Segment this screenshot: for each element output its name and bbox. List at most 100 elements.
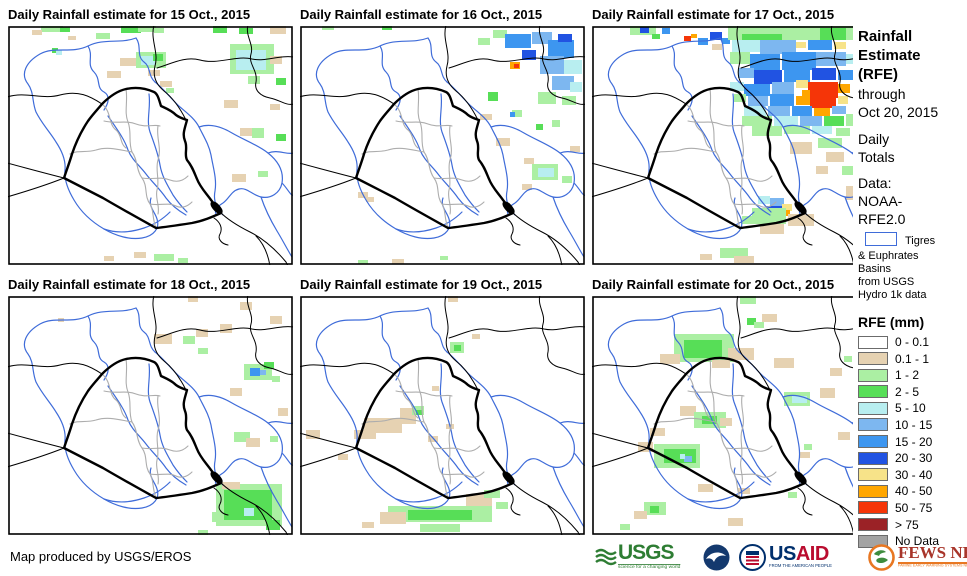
rainfall-cell <box>250 368 260 376</box>
noaa-seal-icon <box>703 544 730 570</box>
rainfall-cell <box>702 416 717 424</box>
rainfall-cell <box>104 256 114 261</box>
rainfall-cell <box>700 254 712 260</box>
legend-entry: 15 - 20 <box>858 435 939 449</box>
sidebar-period-line: Daily <box>858 131 890 147</box>
rainfall-cell <box>804 444 812 450</box>
rainfall-cell <box>480 114 492 120</box>
rainfall-cell <box>844 356 852 362</box>
rainfall-cell <box>816 52 846 66</box>
usaid-wordmark-us: US <box>769 542 796 565</box>
rainfall-cell <box>366 197 374 202</box>
rainfall-cell <box>742 116 772 126</box>
rainfall-cell <box>338 454 348 460</box>
legend-label: 40 - 50 <box>895 484 933 499</box>
legend-color-swatch <box>858 368 888 382</box>
panel-title: Daily Rainfall estimate for 20 Oct., 201… <box>592 277 835 292</box>
legend-entry: > 75 <box>858 518 939 532</box>
rainfall-cell <box>662 28 670 34</box>
sidebar-source-line: RFE2.0 <box>858 211 906 227</box>
rainfall-cell <box>750 54 780 70</box>
rainfall-cell <box>260 370 266 375</box>
rainfall-cell <box>722 38 730 44</box>
rainfall-cell <box>760 40 796 54</box>
rainfall-cell <box>796 42 806 48</box>
rainfall-cell <box>154 254 174 261</box>
usaid-seal-icon <box>739 543 767 571</box>
rainfall-cell <box>138 26 156 32</box>
rainfall-cell <box>634 511 647 519</box>
rainfall-cell <box>538 168 554 177</box>
rainfall-cell <box>796 80 808 88</box>
rainfall-cell <box>720 248 748 258</box>
rainfall-cell <box>322 26 334 30</box>
rainfall-cell <box>730 82 744 91</box>
rainfall-cell <box>838 96 848 104</box>
rainfall-cell <box>832 106 846 114</box>
rainfall-cell <box>742 216 754 224</box>
rainfall-cell <box>222 482 240 489</box>
basin-note-line: Tigres <box>905 235 936 247</box>
rainfall-cell <box>166 88 174 93</box>
sidebar-period-line: Totals <box>858 149 895 165</box>
legend-label: No Data <box>895 534 940 549</box>
legend-label: 30 - 40 <box>895 467 933 482</box>
rainfall-cell <box>420 524 460 532</box>
legend-label: 0.1 - 1 <box>895 351 930 366</box>
rainfall-cell <box>650 506 659 513</box>
rainfall-cell <box>472 334 480 339</box>
rainfall-cell <box>178 258 188 263</box>
legend-label: 20 - 30 <box>895 451 933 466</box>
rainfall-cell <box>620 524 630 530</box>
panel-title: Daily Rainfall estimate for 16 Oct., 201… <box>300 7 543 22</box>
rainfall-cell <box>270 104 280 110</box>
rainfall-map-oct19 <box>300 296 585 535</box>
rainfall-cell <box>650 428 665 436</box>
rainfall-cell <box>552 120 560 127</box>
rainfall-cell <box>790 142 812 154</box>
rainfall-cell <box>484 490 500 498</box>
rainfall-cell <box>276 134 286 141</box>
rainfall-cell <box>522 184 532 190</box>
usgs-wordmark: USGS <box>618 541 675 564</box>
legend-label: 10 - 15 <box>895 417 933 432</box>
usgs-tagline: science for a changing world <box>618 564 681 570</box>
legend-color-swatch <box>858 401 888 415</box>
rainfall-cell <box>512 110 522 117</box>
rainfall-cell <box>234 432 250 442</box>
rainfall-cell <box>788 30 818 40</box>
rainfall-cell <box>842 166 853 175</box>
legend-color-swatch <box>858 385 888 399</box>
rainfall-cell <box>816 166 828 174</box>
rainfall-cell <box>838 84 850 93</box>
panel-title: Daily Rainfall estimate for 19 Oct., 201… <box>300 277 543 292</box>
fewsnet-wordmark: FEWS NET <box>897 542 967 562</box>
rainfall-cell <box>41 26 63 32</box>
map-credit: Map produced by USGS/EROS <box>10 549 192 564</box>
rainfall-cell <box>774 358 794 368</box>
rainfall-cell <box>684 456 692 462</box>
legend-label: 50 - 75 <box>895 500 933 515</box>
rainfall-cell <box>788 492 797 498</box>
rainfall-cell <box>493 30 507 38</box>
usgs-logo: USGS science for a changing world <box>594 541 694 571</box>
rainfall-cell <box>252 128 264 138</box>
rainfall-cell <box>505 34 531 48</box>
rainfall-cell <box>684 340 722 358</box>
rainfall-cell <box>121 26 141 33</box>
rainfall-cell <box>846 186 853 200</box>
legend-label: 15 - 20 <box>895 434 933 449</box>
legend-label: > 75 <box>895 517 919 532</box>
legend-color-swatch <box>858 501 888 515</box>
rainfall-cell <box>96 33 110 39</box>
rainfall-cell <box>536 124 543 130</box>
rainfall-cell <box>846 114 853 126</box>
map-panel-oct19: Daily Rainfall estimate for 19 Oct., 201… <box>300 276 585 535</box>
rainfall-cell <box>802 90 810 96</box>
rainfall-cell <box>496 502 508 509</box>
legend-entry: 0 - 0.1 <box>858 335 939 349</box>
rainfall-cell <box>306 430 320 439</box>
rainfall-cell <box>838 432 850 440</box>
rainfall-cell <box>691 34 697 38</box>
